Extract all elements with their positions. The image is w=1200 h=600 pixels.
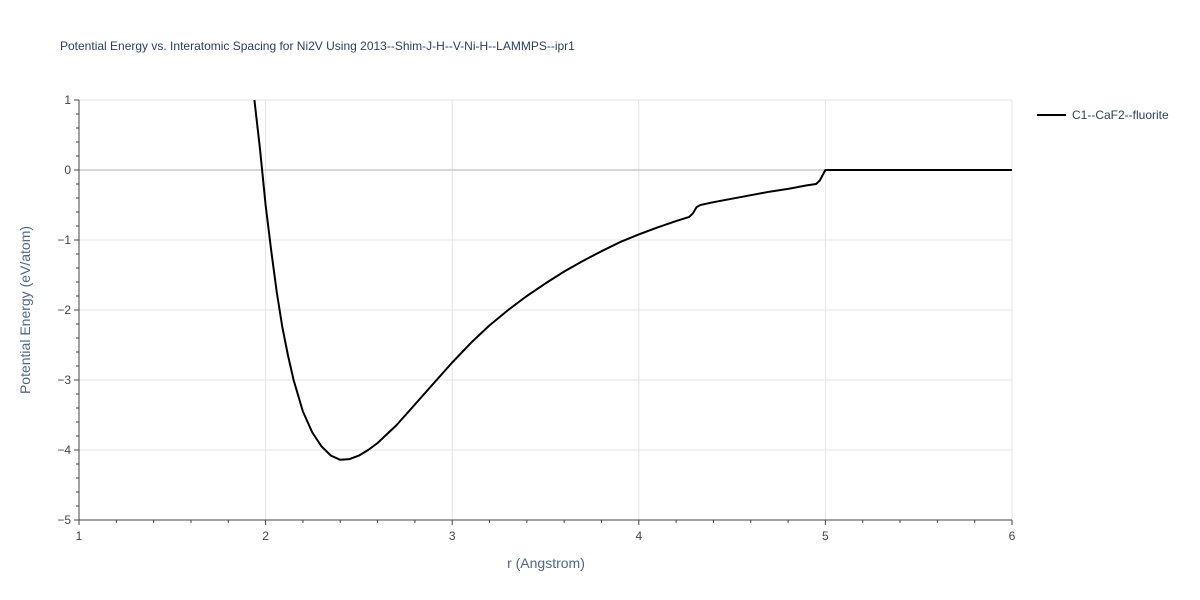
- x-tick-label: 2: [262, 529, 269, 543]
- x-tick-label: 5: [822, 529, 829, 543]
- y-tick-label: −3: [57, 373, 71, 387]
- y-tick-label: 1: [64, 93, 71, 107]
- y-tick-label: 0: [64, 163, 71, 177]
- chart-title: Potential Energy vs. Interatomic Spacing…: [60, 39, 575, 53]
- y-axis-title: Potential Energy (eV/atom): [17, 226, 33, 394]
- legend-label: C1--CaF2--fluorite: [1072, 108, 1169, 122]
- series-layer: [253, 99, 1012, 461]
- y-tick-label: −2: [57, 303, 71, 317]
- grid: [79, 99, 1013, 520]
- tick-labels: 1 2 3 4 5 6 1 0 −1 −2 −3 −4 −5: [57, 93, 1015, 543]
- y-tick-label: −1: [57, 233, 71, 247]
- x-tick-label: 4: [635, 529, 642, 543]
- series-line: [253, 99, 1012, 461]
- x-tick-label: 6: [1009, 529, 1016, 543]
- y-tick-label: −4: [57, 443, 71, 457]
- axes: [74, 99, 1013, 525]
- y-tick-label: −5: [57, 513, 71, 527]
- x-axis-title: r (Angstrom): [507, 555, 585, 571]
- x-tick-label: 1: [76, 529, 83, 543]
- x-tick-label: 3: [449, 529, 456, 543]
- legend[interactable]: C1--CaF2--fluorite: [1037, 108, 1169, 122]
